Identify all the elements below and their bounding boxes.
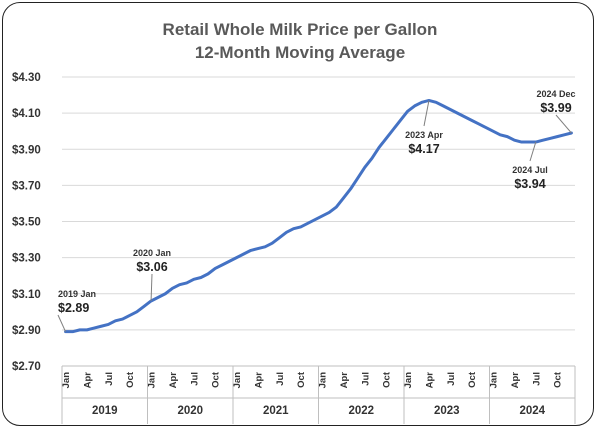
annotation-leader bbox=[423, 100, 430, 127]
x-tick-label: Apr bbox=[339, 372, 350, 389]
gridlines bbox=[62, 76, 575, 367]
annotation-leader bbox=[150, 273, 153, 301]
x-tick-label: Jan bbox=[147, 372, 158, 389]
annotation: 2019 Jan $2.89 bbox=[57, 289, 96, 332]
year-label: 2022 bbox=[348, 405, 374, 417]
x-axis: Jan Apr Jul Oct 2019 Jan Apr Jul Oct 2020 Jan Apr Ju… bbox=[61, 366, 576, 424]
x-tick-label: Jul bbox=[531, 372, 542, 386]
chart-frame bbox=[2, 2, 594, 426]
year-label: 2019 bbox=[92, 405, 118, 417]
y-tick-label: $4.30 bbox=[12, 72, 41, 84]
x-tick-label: Apr bbox=[82, 372, 93, 389]
x-tick-label: Jan bbox=[489, 372, 500, 389]
annotation-leader bbox=[555, 114, 572, 134]
annotation-date: 2023 Apr bbox=[405, 130, 443, 140]
annotation-leader bbox=[529, 141, 537, 162]
year-label: 2020 bbox=[177, 405, 203, 417]
y-tick-label: $3.50 bbox=[12, 217, 41, 229]
x-tick-label: Apr bbox=[168, 372, 179, 389]
x-tick-label: Oct bbox=[296, 371, 307, 388]
series-line-layer bbox=[64, 98, 573, 334]
chart-title: Retail Whole Milk Price per Gallon bbox=[163, 20, 438, 39]
annotation: 2024 Jul $3.94 bbox=[512, 141, 548, 191]
annotation-date: 2024 Jul bbox=[512, 165, 548, 175]
x-tick-label: Jan bbox=[318, 372, 329, 389]
series-line bbox=[64, 98, 573, 334]
x-tick-label: Jul bbox=[275, 372, 286, 386]
annotation: 2024 Dec $3.99 bbox=[536, 89, 576, 134]
y-tick-label: $3.10 bbox=[12, 289, 41, 301]
x-tick-label: Jul bbox=[446, 372, 457, 386]
y-axis-ticks: $4.30 $4.10 $3.90 $3.70 $3.50 $3.30 $3.10 $2.90… bbox=[12, 72, 41, 373]
annotation-date: 2020 Jan bbox=[133, 248, 171, 258]
x-tick-label: Oct bbox=[467, 371, 478, 388]
year-label: 2024 bbox=[519, 405, 545, 417]
y-tick-label: $3.30 bbox=[12, 253, 41, 265]
x-tick-label: Apr bbox=[424, 372, 435, 389]
x-tick-label: Apr bbox=[253, 372, 264, 389]
y-tick-label: $4.10 bbox=[12, 108, 41, 120]
y-tick-label: $2.70 bbox=[12, 361, 41, 373]
annotation-value: $2.89 bbox=[58, 301, 89, 315]
x-tick-label: Apr bbox=[510, 372, 521, 389]
x-tick-label: Jan bbox=[403, 372, 414, 389]
annotation: 2023 Apr $4.17 bbox=[405, 100, 443, 156]
x-tick-label: Oct bbox=[125, 371, 136, 388]
year-label: 2021 bbox=[263, 405, 289, 417]
x-tick-label: Jul bbox=[189, 372, 200, 386]
annotation-date: 2024 Dec bbox=[536, 89, 575, 99]
chart-subtitle: 12-Month Moving Average bbox=[195, 43, 405, 62]
annotation-value: $3.99 bbox=[540, 101, 571, 115]
x-tick-label: Oct bbox=[553, 371, 564, 388]
year-label: 2023 bbox=[434, 405, 460, 417]
annotation: 2020 Jan $3.06 bbox=[133, 248, 171, 301]
x-tick-label: Jan bbox=[232, 372, 243, 389]
x-tick-label: Jul bbox=[104, 372, 115, 386]
x-tick-label: Oct bbox=[211, 371, 222, 388]
y-tick-label: $3.70 bbox=[12, 180, 41, 192]
x-tick-label: Jan bbox=[61, 372, 72, 389]
y-tick-label: $3.90 bbox=[12, 144, 41, 156]
annotation-leader bbox=[57, 314, 67, 332]
x-tick-label: Oct bbox=[382, 371, 393, 388]
annotation-value: $3.06 bbox=[136, 260, 167, 274]
annotation-date: 2019 Jan bbox=[58, 289, 96, 299]
annotation-value: $4.17 bbox=[408, 142, 439, 156]
x-tick-label: Jul bbox=[360, 372, 371, 386]
y-tick-label: $2.90 bbox=[12, 325, 41, 337]
annotation-value: $3.94 bbox=[514, 177, 545, 191]
